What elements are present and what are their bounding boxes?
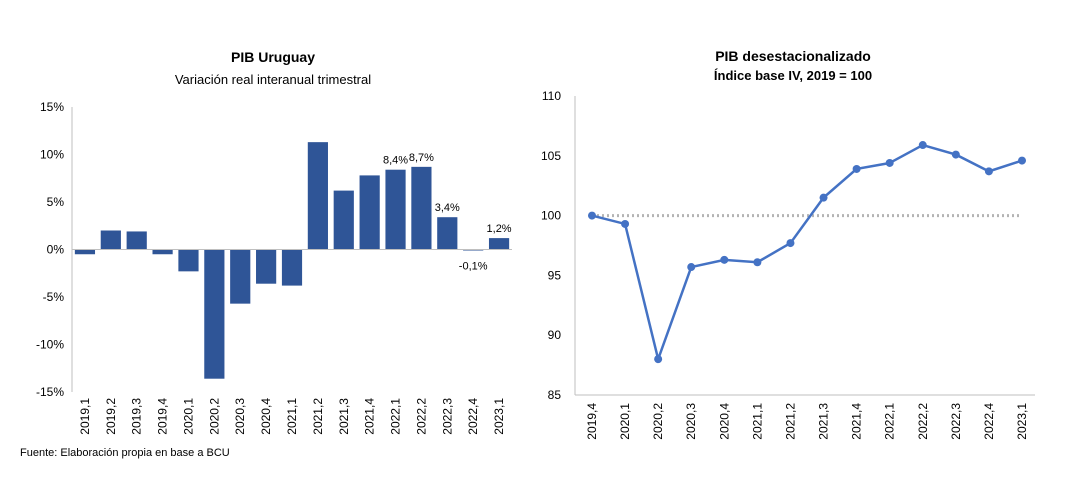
bar-x-tick-label: 2021,1 bbox=[285, 398, 299, 435]
bar-2019-2 bbox=[100, 230, 121, 250]
line-x-tick-label: 2022,2 bbox=[916, 403, 930, 440]
line-point-2019-4 bbox=[588, 211, 596, 220]
bar-y-tick-label: 5% bbox=[47, 195, 65, 209]
bar-x-tick-label: 2019,2 bbox=[104, 398, 118, 435]
bar-chart: PIB Uruguay Variación real interanual tr… bbox=[36, 49, 512, 435]
bar-y-axis-ticks: 15% 10% 5% 0% -5% -10% -15% bbox=[36, 100, 64, 399]
line-point-2020-1 bbox=[621, 219, 630, 228]
line-x-tick-label: 2022,3 bbox=[949, 403, 963, 440]
line-chart: PIB desestacionalizado Índice base IV, 2… bbox=[541, 48, 1035, 440]
bar-x-tick-label: 2022,3 bbox=[440, 398, 454, 435]
line-point-2021-2 bbox=[786, 239, 795, 248]
bar-2019-3 bbox=[126, 231, 147, 250]
line-x-axis-ticks: 2019,4 2020,1 2020,2 2020,3 2020,4 2021,1 2021… bbox=[585, 403, 1029, 440]
bar-x-tick-label: 2021,3 bbox=[337, 398, 351, 435]
bar-chart-title: PIB Uruguay bbox=[231, 49, 315, 65]
line-x-tick-label: 2021,4 bbox=[850, 403, 864, 440]
bar-data-label: 3,4% bbox=[435, 202, 460, 214]
bar-2020-2 bbox=[204, 249, 225, 379]
bar-chart-subtitle: Variación real interanual trimestral bbox=[175, 72, 371, 87]
bar-y-tick-label: 15% bbox=[40, 100, 64, 114]
bar-x-tick-label: 2019,3 bbox=[130, 398, 144, 435]
bar-x-tick-label: 2020,2 bbox=[207, 398, 221, 435]
bar-2020-4 bbox=[256, 249, 277, 284]
line-x-tick-label: 2020,3 bbox=[684, 403, 698, 440]
line-point-2021-1 bbox=[753, 258, 762, 267]
bar-y-tick-label: 10% bbox=[40, 148, 64, 162]
line-point-2020-3 bbox=[687, 263, 696, 272]
bar-y-tick-label: -5% bbox=[43, 290, 65, 304]
line-x-tick-label: 2020,2 bbox=[651, 403, 665, 440]
line-y-tick-label: 90 bbox=[548, 328, 562, 342]
line-point-2021-4 bbox=[852, 164, 861, 173]
bar-2023-1 bbox=[488, 238, 510, 250]
line-y-tick-label: 105 bbox=[541, 149, 561, 163]
bar-x-tick-label: 2022,4 bbox=[466, 398, 480, 435]
bar-series bbox=[74, 142, 510, 379]
bar-2021-2 bbox=[307, 142, 328, 250]
line-y-tick-label: 85 bbox=[548, 388, 562, 402]
bar-x-tick-label: 2022,1 bbox=[389, 398, 403, 435]
line-y-tick-label: 110 bbox=[542, 89, 561, 103]
line-x-tick-label: 2022,1 bbox=[883, 403, 897, 440]
bar-data-label: 1,2% bbox=[487, 223, 512, 235]
line-x-tick-label: 2022,4 bbox=[982, 403, 996, 440]
line-point-2023-1 bbox=[1018, 156, 1026, 165]
bar-y-tick-label: -10% bbox=[36, 338, 64, 352]
bar-data-label: -0,1% bbox=[459, 261, 488, 273]
bar-x-tick-label: 2019,4 bbox=[156, 398, 170, 435]
bar-x-tick-label: 2019,1 bbox=[78, 398, 92, 435]
line-point-2022-4 bbox=[984, 167, 993, 176]
line-y-tick-label: 100 bbox=[541, 209, 561, 223]
line-point-2020-2 bbox=[654, 355, 663, 364]
line-x-tick-label: 2021,1 bbox=[750, 403, 764, 440]
line-point-2022-2 bbox=[918, 141, 927, 150]
source-note: Fuente: Elaboración propia en base a BCU bbox=[20, 447, 230, 459]
line-x-tick-label: 2021,3 bbox=[817, 403, 831, 440]
bar-data-labels: 8,4% 8,7% 3,4% -0,1% 1,2% bbox=[383, 152, 512, 273]
line-x-tick-label: 2023,1 bbox=[1015, 403, 1029, 440]
line-x-tick-label: 2020,4 bbox=[717, 403, 731, 440]
bar-2022-2 bbox=[411, 166, 432, 250]
bar-y-tick-label: -15% bbox=[36, 385, 64, 399]
bar-2021-4 bbox=[359, 175, 380, 250]
bar-2020-3 bbox=[230, 249, 251, 304]
line-point-2021-3 bbox=[819, 193, 828, 202]
bar-2021-3 bbox=[333, 190, 354, 250]
bar-x-tick-label: 2021,4 bbox=[363, 398, 377, 435]
line-y-tick-label: 95 bbox=[548, 268, 562, 282]
bar-2022-3 bbox=[437, 217, 458, 250]
bar-x-tick-label: 2020,3 bbox=[233, 398, 247, 435]
line-point-2020-4 bbox=[720, 255, 729, 264]
bar-y-tick-label: 0% bbox=[47, 243, 65, 257]
line-y-axis-ticks: 110 105 100 95 90 85 bbox=[541, 89, 561, 402]
bar-x-axis-ticks: 2019,1 2019,2 2019,3 2019,4 2020,1 2020,2 2020… bbox=[78, 398, 506, 435]
bar-x-tick-label: 2020,4 bbox=[259, 398, 273, 435]
line-x-tick-label: 2020,1 bbox=[618, 403, 632, 440]
bar-2019-1 bbox=[74, 249, 96, 255]
bar-2021-1 bbox=[281, 249, 303, 286]
bar-data-label: 8,7% bbox=[409, 152, 434, 164]
bar-x-tick-label: 2020,1 bbox=[181, 398, 195, 435]
line-point-2022-1 bbox=[885, 158, 894, 167]
line-series-points bbox=[588, 141, 1026, 364]
line-point-2022-3 bbox=[951, 150, 960, 159]
bar-2020-1 bbox=[178, 249, 199, 272]
bar-data-label: 8,4% bbox=[383, 155, 408, 167]
line-x-tick-label: 2021,2 bbox=[783, 403, 797, 440]
line-chart-subtitle: Índice base IV, 2019 = 100 bbox=[714, 68, 872, 83]
line-series-path bbox=[591, 143, 1023, 364]
line-x-tick-label: 2019,4 bbox=[585, 403, 599, 440]
bar-x-tick-label: 2022,2 bbox=[414, 398, 428, 435]
bar-2022-1 bbox=[385, 169, 406, 250]
bar-x-tick-label: 2023,1 bbox=[492, 398, 506, 435]
bar-x-tick-label: 2021,2 bbox=[311, 398, 325, 435]
bar-2019-4 bbox=[152, 249, 173, 255]
line-chart-title: PIB desestacionalizado bbox=[715, 48, 871, 64]
